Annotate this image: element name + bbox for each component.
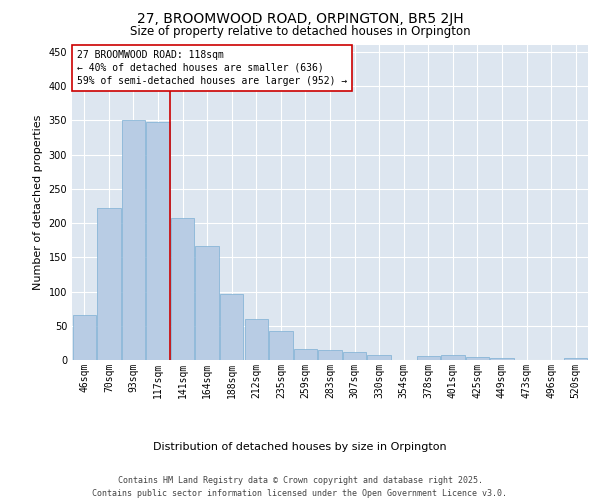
Bar	[367, 354, 391, 360]
Bar	[97, 208, 121, 360]
Bar	[171, 218, 194, 360]
Bar	[441, 354, 464, 360]
Bar	[196, 246, 219, 360]
Bar	[245, 319, 268, 360]
Text: 27, BROOMWOOD ROAD, ORPINGTON, BR5 2JH: 27, BROOMWOOD ROAD, ORPINGTON, BR5 2JH	[137, 12, 463, 26]
Bar	[269, 330, 293, 360]
Bar	[564, 358, 587, 360]
Text: Contains HM Land Registry data © Crown copyright and database right 2025.
Contai: Contains HM Land Registry data © Crown c…	[92, 476, 508, 498]
Bar	[73, 316, 96, 360]
Bar	[122, 120, 145, 360]
Text: Distribution of detached houses by size in Orpington: Distribution of detached houses by size …	[153, 442, 447, 452]
Bar	[416, 356, 440, 360]
Bar	[490, 358, 514, 360]
Bar	[343, 352, 366, 360]
Bar	[220, 294, 244, 360]
Bar	[146, 122, 170, 360]
Bar	[466, 356, 489, 360]
Bar	[294, 349, 317, 360]
Y-axis label: Number of detached properties: Number of detached properties	[33, 115, 43, 290]
Text: 27 BROOMWOOD ROAD: 118sqm
← 40% of detached houses are smaller (636)
59% of semi: 27 BROOMWOOD ROAD: 118sqm ← 40% of detac…	[77, 50, 347, 86]
Bar	[319, 350, 341, 360]
Text: Size of property relative to detached houses in Orpington: Size of property relative to detached ho…	[130, 25, 470, 38]
